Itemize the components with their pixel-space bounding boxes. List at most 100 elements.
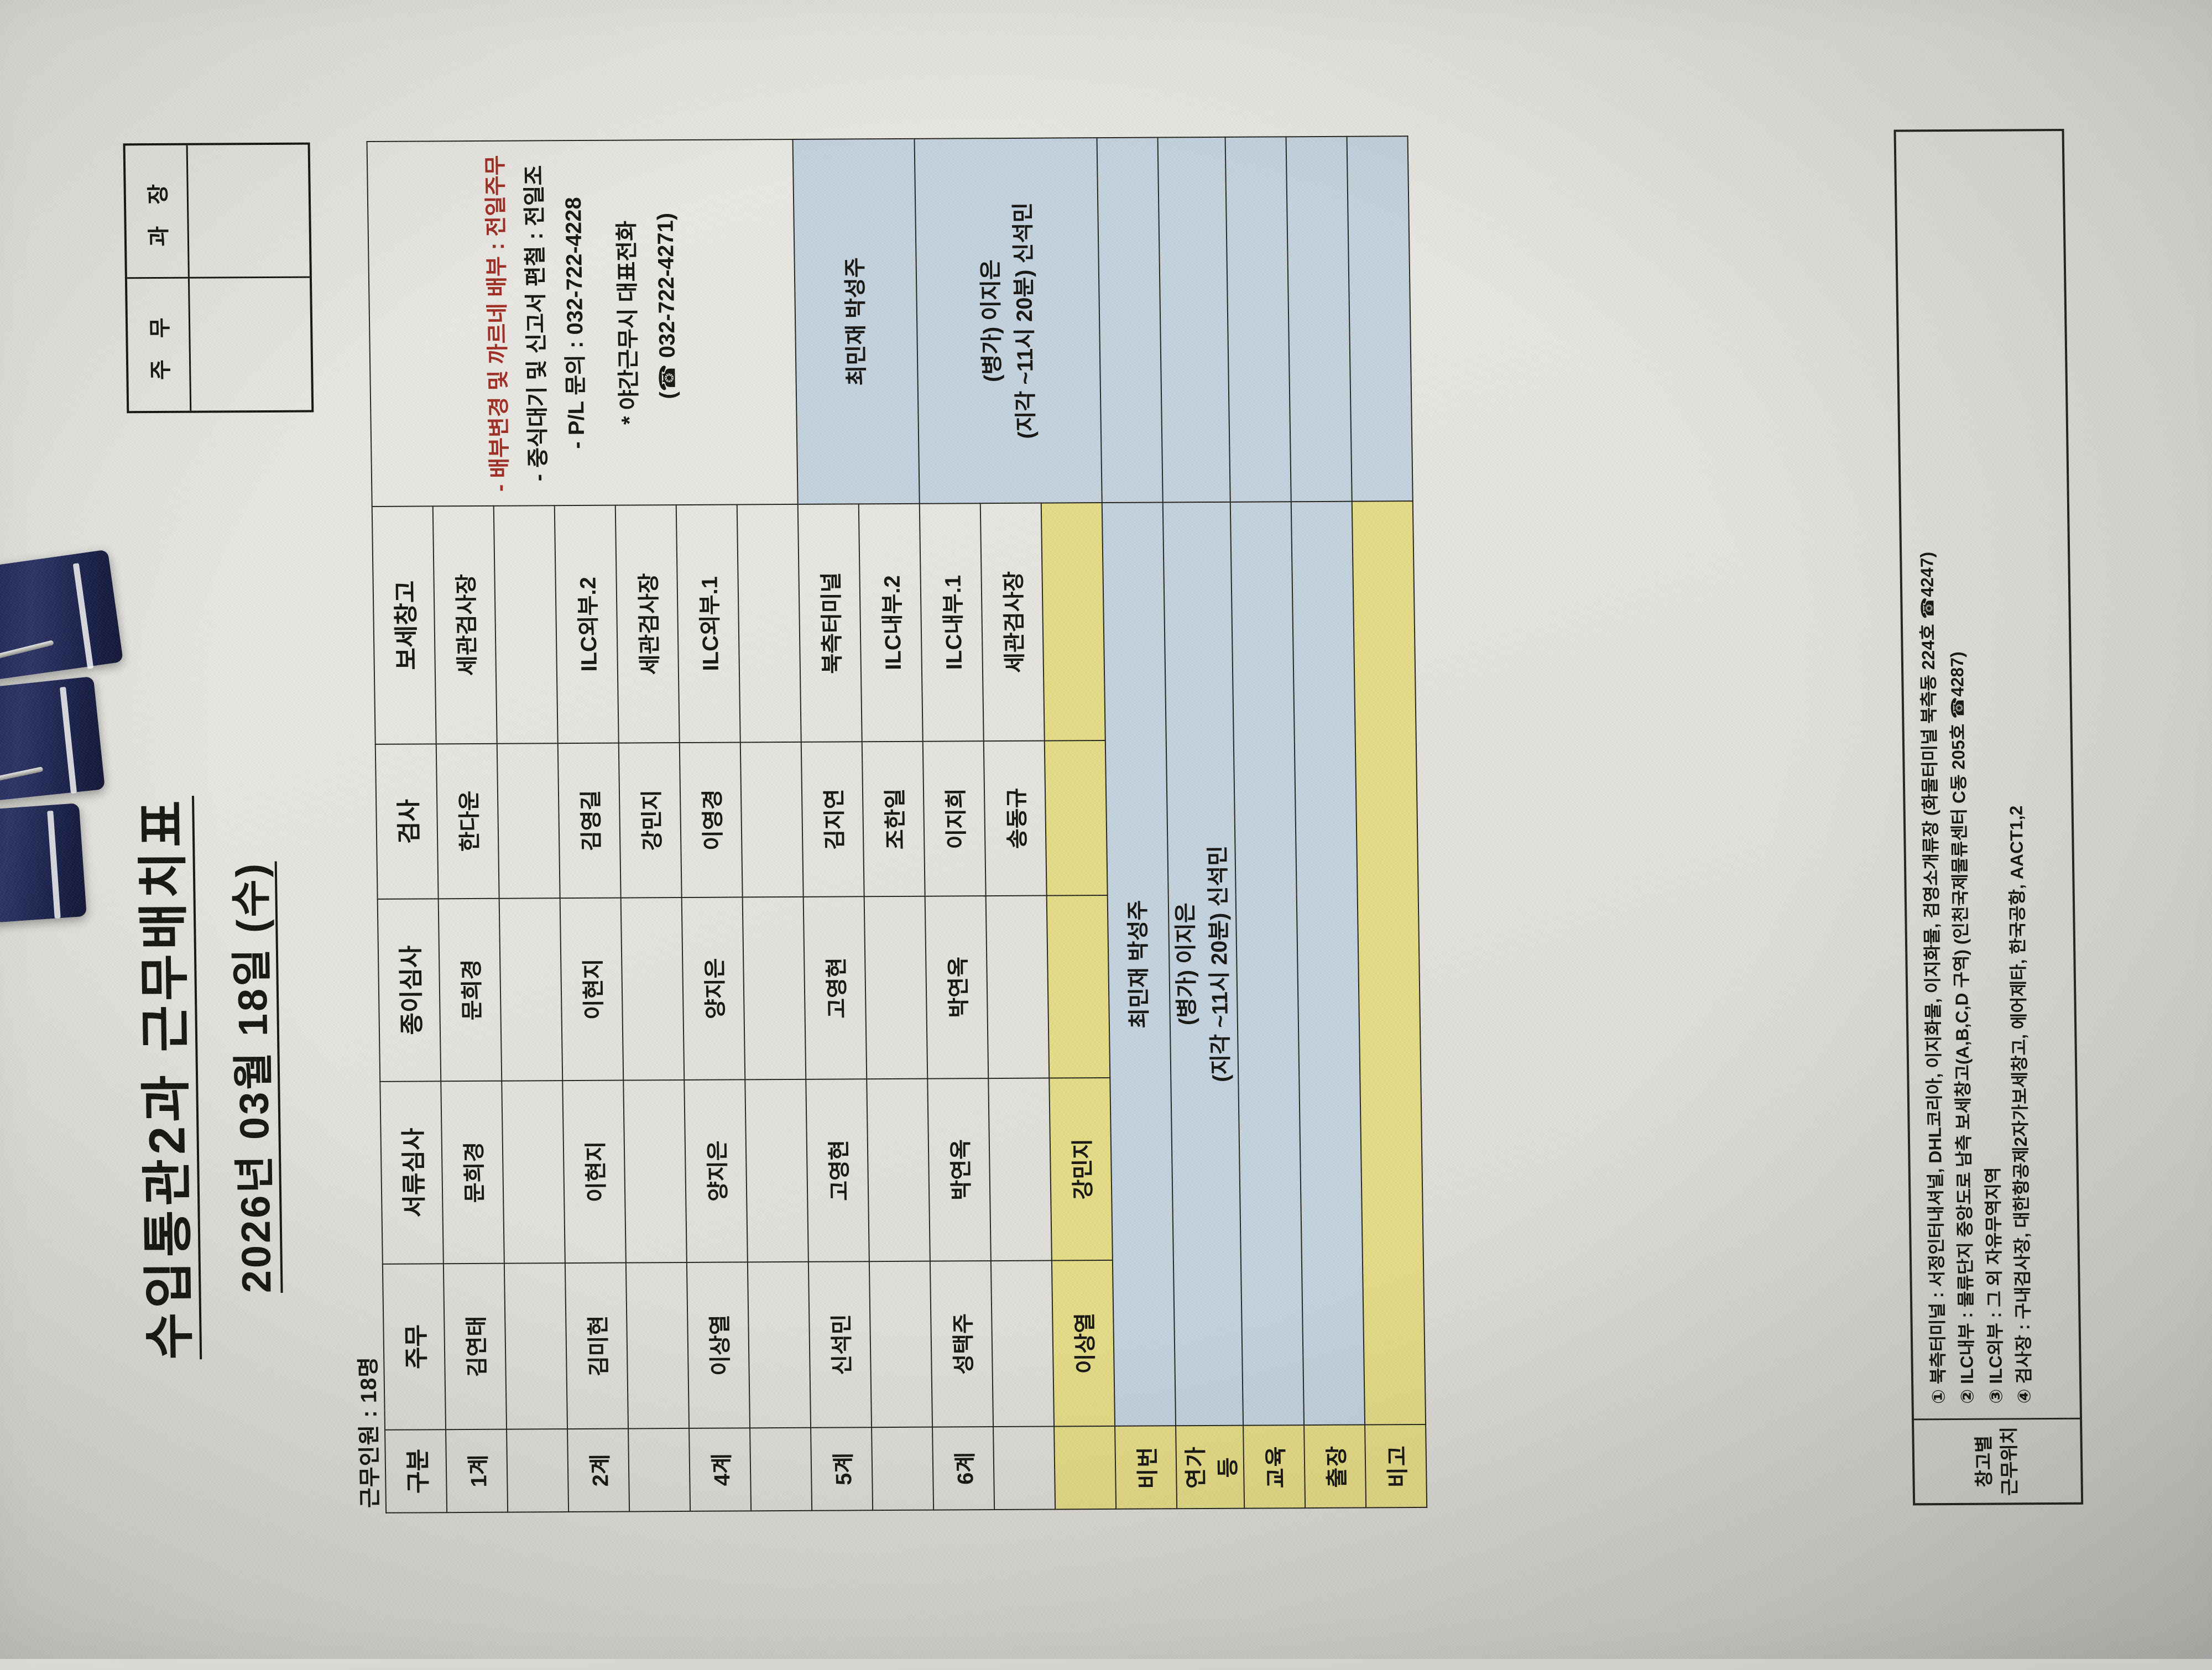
- cell-seoryu: [745, 1079, 808, 1262]
- cell-seoryu: 고영현: [806, 1079, 869, 1262]
- cell-jongi: 양지은: [682, 897, 745, 1080]
- cell-jumu: 김연태: [444, 1264, 507, 1430]
- cell-jongi: [743, 897, 806, 1080]
- legend-box: 창고별 근무위치 ① 북측터미널 : 서정인터내셔널, DHL코리아, 이지화물…: [1893, 129, 2083, 1505]
- cell-geomsa: 한다운: [436, 744, 499, 899]
- col-header-jumu: 주무: [383, 1264, 446, 1430]
- cell-jongi: [621, 897, 685, 1081]
- cell-jumu: 이상열: [687, 1262, 750, 1428]
- cell-geomsa: 이영경: [680, 742, 743, 897]
- cell-gubun-highlight: [1054, 1426, 1116, 1510]
- cell-seoryu: [502, 1081, 565, 1264]
- status-label-yeonga-a: 연가: [1177, 1429, 1211, 1505]
- cell-geomsa: 이지희: [923, 741, 986, 896]
- status-value-yeonga: (병가) 이지은 (지각 ~11시 20분) 신석민: [915, 138, 1102, 504]
- cell-jumu: [626, 1262, 689, 1429]
- cell-jumu: 김미현: [565, 1263, 628, 1429]
- title-block: 수입통관2과 근무배치표 2026년 03월 18일 (수): [119, 640, 286, 1515]
- cell-jongi: 이현지: [560, 898, 624, 1081]
- cell-jongi: 문희경: [439, 899, 502, 1082]
- cell-changgo: [494, 505, 558, 744]
- cell-changgo: ILC외부.1: [676, 505, 740, 743]
- cell-geomsa: 조한일: [862, 742, 925, 897]
- status-label-gyoyuk: 교육: [1243, 1425, 1305, 1509]
- status-value-bigo: [1352, 501, 1426, 1424]
- status-label-chuljang: 출장: [1304, 1425, 1366, 1509]
- cell-gubun: 1계: [446, 1429, 508, 1513]
- note-line-4: * 야간근무시 대표전화: [607, 144, 650, 501]
- cell-geomsa: 김지연: [801, 742, 864, 897]
- cell-seoryu: 문희경: [441, 1081, 504, 1264]
- approval-signature-gwajang: [188, 145, 310, 278]
- status-value-yeonga-wide: (병가) 이지은 (지각 ~11시 20분) 신석민: [1163, 502, 1243, 1426]
- cell-changgo: ILC내부.1: [920, 503, 984, 742]
- status-spacer-5: [1347, 136, 1413, 502]
- approval-column-jumu: 주 무: [127, 278, 311, 411]
- approval-signature-jumu: [190, 278, 311, 411]
- cell-changgo: ILC외부.2: [555, 505, 619, 744]
- notes-panel: - 배부변경 및 까르네 배부 : 전일주무 - 중식대기 및 신고서 편철 :…: [367, 139, 798, 507]
- cell-changgo: 세관검사장: [980, 503, 1045, 742]
- col-header-jongi: 종이심사: [378, 899, 441, 1082]
- cell-gubun: [628, 1428, 690, 1512]
- cell-gubun: 6계: [932, 1427, 994, 1510]
- col-header-gubun: 구분: [385, 1429, 447, 1513]
- table-header-row: 구분 주무 서류심사 종이심사 검사 보세창고 - 배부변경 및 까르네 배부 …: [367, 141, 447, 1512]
- status-spacer-3: [1225, 137, 1291, 502]
- cell-changgo-highlight: [1041, 503, 1105, 741]
- approval-column-gwajang: 과 장: [126, 145, 310, 279]
- cell-jumu: [504, 1263, 567, 1429]
- legend-key-label: 창고별 근무위치: [1914, 1418, 2081, 1504]
- cell-geomsa: [497, 743, 560, 899]
- status-label-yeonga-b: 등: [1209, 1429, 1243, 1505]
- cell-jumu: 신석민: [808, 1261, 872, 1428]
- approval-label-gwajang: 과 장: [126, 145, 190, 278]
- cell-geomsa: [740, 742, 804, 897]
- cell-jongi: [864, 896, 928, 1079]
- roster-date: 2026년 03월 18일 (수): [215, 640, 286, 1514]
- cell-jongi: [499, 898, 563, 1081]
- cell-geomsa: 김영길: [558, 743, 621, 899]
- cell-changgo: [737, 504, 801, 743]
- cell-jumu-highlight: 이상열: [1052, 1260, 1115, 1427]
- cell-jongi: 고영현: [804, 896, 867, 1079]
- cell-geomsa-highlight: [1045, 740, 1108, 896]
- cell-jongi: [986, 896, 1050, 1079]
- status-spacer-2: [1158, 137, 1230, 503]
- status-label-binbeon: 비번: [1115, 1426, 1177, 1509]
- cell-seoryu: 박연옥: [927, 1078, 991, 1261]
- note-line-2: - 중식대기 및 신고서 편철 : 전일조: [515, 144, 559, 502]
- status-label-bigo: 비고: [1365, 1424, 1427, 1508]
- legend-key-line-2: 근무위치: [1997, 1427, 2023, 1496]
- legend-body: ① 북측터미널 : 서정인터내셔널, DHL코리아, 이지화물, 이지화물, 검…: [1896, 131, 2080, 1418]
- cell-gubun: 2계: [567, 1428, 629, 1512]
- headcount-label: 근무인원 : 18명: [350, 1356, 384, 1508]
- cell-gubun: [872, 1427, 933, 1511]
- status-value-binbeon: 최민재 박성주: [793, 139, 920, 504]
- approval-label-jumu: 주 무: [127, 279, 191, 411]
- cell-gubun: [507, 1429, 568, 1512]
- cell-jongi-highlight: [1047, 895, 1110, 1078]
- page-title: 수입통관2과 근무배치표: [119, 641, 205, 1515]
- cell-seoryu: [623, 1080, 687, 1263]
- cell-seoryu: 양지은: [684, 1079, 748, 1262]
- cell-gubun: [993, 1426, 1055, 1510]
- cell-jumu: [869, 1261, 932, 1428]
- cell-geomsa: 송동규: [984, 741, 1047, 896]
- cell-jumu: 성택주: [930, 1261, 993, 1427]
- cell-jumu: [748, 1262, 811, 1428]
- status-spacer-4: [1286, 137, 1352, 502]
- col-header-geomsa: 검사: [375, 744, 439, 899]
- cell-gubun: [750, 1428, 812, 1511]
- duty-roster-document: 수입통관2과 근무배치표 2026년 03월 18일 (수) 주 무 과 장 근…: [89, 61, 2124, 1598]
- legend-key-line-1: 창고별: [1971, 1427, 1998, 1496]
- cell-seoryu: 이현지: [562, 1081, 626, 1264]
- status-value-yeonga-line2: (지각 ~11시 20분) 신석민: [1006, 142, 1044, 499]
- status-spacer-1: [1097, 138, 1163, 503]
- status-label-yeonga: 연가 등: [1176, 1426, 1244, 1509]
- col-header-changgo: 보세창고: [372, 506, 436, 744]
- note-line-5: (☎ 032-722-4271): [645, 144, 689, 501]
- note-line-1: - 배부변경 및 까르네 배부 : 전일주무: [476, 145, 520, 502]
- note-line-3: - P/L 문의 : 032-722-4228: [554, 144, 597, 502]
